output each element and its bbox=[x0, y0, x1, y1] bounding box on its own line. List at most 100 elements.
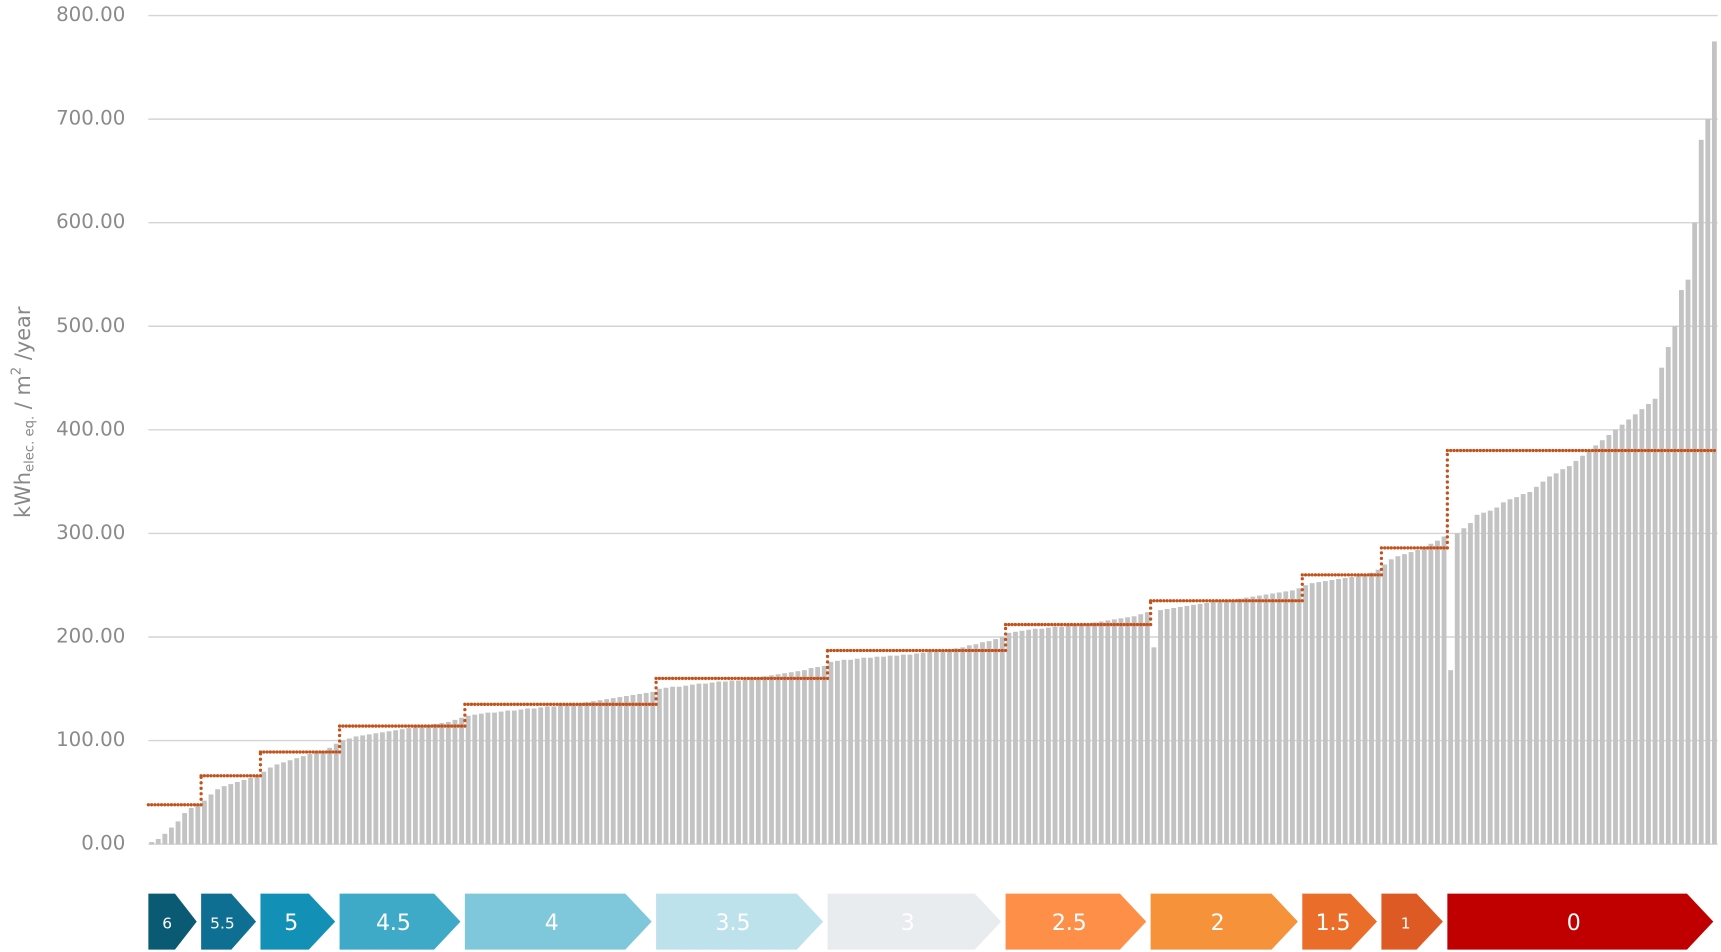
bar bbox=[1158, 610, 1163, 845]
bar bbox=[1415, 549, 1421, 845]
y-tick-label: 100.00 bbox=[56, 728, 125, 751]
bar bbox=[399, 729, 405, 845]
bar bbox=[188, 807, 194, 845]
bar bbox=[1184, 605, 1190, 845]
bar bbox=[426, 725, 432, 845]
bar bbox=[1013, 631, 1018, 845]
bar bbox=[966, 645, 972, 845]
y-tick-label: 200.00 bbox=[56, 625, 125, 648]
bar bbox=[1435, 540, 1440, 845]
bar bbox=[1065, 625, 1071, 845]
bar bbox=[459, 717, 464, 845]
bar bbox=[1540, 481, 1546, 845]
bar bbox=[300, 756, 306, 845]
bar bbox=[1566, 466, 1572, 845]
bar bbox=[1448, 670, 1454, 845]
bar bbox=[1428, 543, 1434, 845]
bar bbox=[927, 651, 933, 845]
bar bbox=[656, 688, 662, 845]
bar bbox=[452, 719, 458, 845]
bar bbox=[663, 687, 669, 845]
bar bbox=[670, 686, 675, 845]
bar bbox=[320, 750, 326, 845]
rating-label: 5 bbox=[284, 911, 298, 936]
bar bbox=[610, 698, 616, 845]
bar bbox=[1092, 622, 1098, 845]
bar bbox=[1639, 409, 1645, 845]
bar bbox=[281, 762, 286, 845]
bar bbox=[1580, 455, 1585, 845]
bar bbox=[1217, 601, 1223, 845]
bar bbox=[1441, 536, 1447, 845]
bar bbox=[1711, 41, 1717, 845]
bar bbox=[755, 677, 761, 845]
bar bbox=[366, 734, 372, 845]
bar bbox=[1652, 398, 1658, 845]
bar bbox=[1698, 139, 1704, 845]
bar bbox=[525, 708, 530, 845]
bar bbox=[722, 681, 728, 845]
bar bbox=[637, 693, 643, 845]
bar bbox=[439, 722, 445, 845]
bar bbox=[261, 771, 267, 845]
bar bbox=[933, 651, 939, 845]
bar bbox=[848, 659, 854, 845]
bar bbox=[650, 691, 656, 845]
bar bbox=[1494, 507, 1500, 845]
bar bbox=[1349, 576, 1355, 845]
rating-label: 4 bbox=[545, 911, 559, 936]
bar bbox=[182, 813, 188, 845]
bar bbox=[1481, 512, 1487, 845]
bar bbox=[769, 675, 774, 845]
bar bbox=[584, 702, 590, 845]
y-label-mid: / m bbox=[11, 375, 35, 416]
bar bbox=[1586, 450, 1592, 845]
bar bbox=[1204, 602, 1210, 845]
bar bbox=[874, 656, 880, 845]
bar bbox=[1402, 554, 1407, 845]
bar bbox=[544, 706, 550, 845]
bar bbox=[538, 707, 544, 845]
bar bbox=[221, 786, 227, 845]
bar bbox=[1705, 119, 1711, 845]
bar bbox=[432, 724, 438, 845]
rating-arrow bbox=[201, 893, 257, 950]
y-label-main: kWh bbox=[11, 472, 35, 518]
bar bbox=[1138, 614, 1144, 845]
bar bbox=[742, 679, 748, 845]
bar bbox=[287, 760, 293, 845]
bar bbox=[412, 727, 418, 845]
bar bbox=[472, 714, 478, 845]
rating-arrow bbox=[260, 893, 336, 950]
bar bbox=[914, 653, 919, 845]
bar bbox=[155, 838, 161, 845]
rating-arrow bbox=[1005, 893, 1147, 950]
bar bbox=[894, 655, 900, 845]
bar bbox=[1606, 435, 1612, 845]
bar bbox=[201, 800, 207, 845]
bar bbox=[531, 708, 537, 845]
bar bbox=[505, 710, 511, 845]
bar bbox=[1257, 595, 1262, 845]
bar bbox=[1665, 346, 1671, 845]
bar bbox=[736, 680, 741, 845]
bar bbox=[1039, 628, 1045, 845]
y-tick-label: 800.00 bbox=[56, 3, 125, 26]
bar bbox=[1487, 510, 1493, 845]
bar bbox=[1197, 603, 1203, 845]
bar bbox=[597, 700, 603, 845]
y-label-sub: elec. eq. bbox=[23, 416, 38, 472]
bar bbox=[478, 713, 484, 845]
bar bbox=[564, 704, 570, 845]
bar bbox=[1085, 623, 1091, 845]
bar bbox=[1685, 279, 1691, 845]
bar bbox=[1078, 624, 1084, 845]
bar bbox=[1046, 627, 1051, 845]
bar bbox=[254, 775, 260, 845]
bar bbox=[1032, 628, 1038, 845]
bar bbox=[788, 672, 794, 845]
bar bbox=[551, 706, 557, 845]
bar bbox=[993, 639, 999, 845]
bar bbox=[1006, 632, 1012, 845]
rating-label: 3 bbox=[901, 911, 915, 936]
